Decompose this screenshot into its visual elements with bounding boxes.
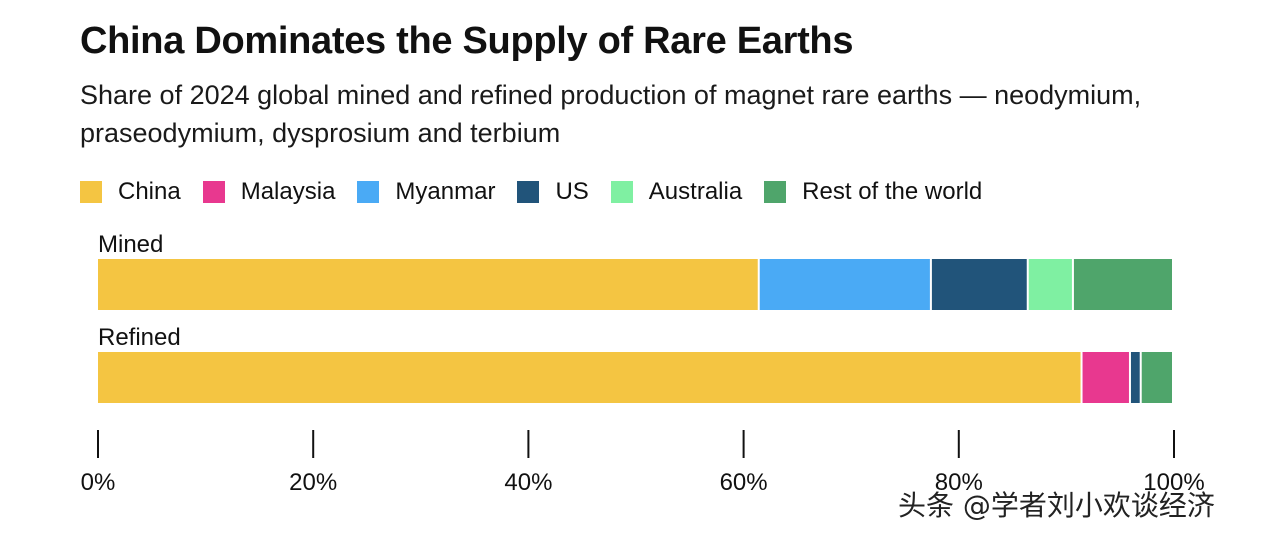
- chart-subtitle: Share of 2024 global mined and refined p…: [80, 80, 1142, 148]
- bar-segment-refined-malaysia: [1082, 352, 1129, 403]
- legend-label-rest-of-the-world: Rest of the world: [802, 178, 983, 205]
- legend-label-us: US: [555, 178, 589, 205]
- bar-segment-refined-rest-of-the-world: [1141, 352, 1172, 403]
- legend-swatch-us: [517, 181, 540, 203]
- chart-title: China Dominates the Supply of Rare Earth…: [80, 20, 854, 62]
- legend-item-us: US: [517, 178, 589, 206]
- legend-swatch-australia: [610, 181, 633, 203]
- x-tick-label-0: 0%: [81, 469, 116, 496]
- legend-item-myanmar: Myanmar: [357, 178, 495, 206]
- bar-segment-mined-rest-of-the-world: [1073, 259, 1172, 310]
- bar-segment-mined-china: [98, 259, 758, 310]
- x-tick-label-2: 40%: [504, 469, 552, 496]
- legend-item-china: China: [80, 178, 181, 206]
- x-tick-label-1: 20%: [289, 469, 337, 496]
- x-tick-label-3: 60%: [720, 469, 768, 496]
- legend-item-rest-of-the-world: Rest of the world: [764, 178, 982, 206]
- category-label-mined: Mined: [98, 231, 163, 258]
- x-tick-label-5: 100%: [1143, 469, 1204, 496]
- legend-label-china: China: [118, 178, 181, 205]
- legend-swatch-myanmar: [357, 181, 380, 203]
- legend: China Malaysia Myanmar US Australia Rest of t…: [80, 178, 1004, 206]
- bar-segment-mined-myanmar: [759, 259, 930, 310]
- legend-swatch-malaysia: [202, 181, 225, 203]
- legend-label-myanmar: Myanmar: [395, 178, 496, 205]
- x-tick-label-4: 80%: [935, 469, 983, 496]
- legend-swatch-china: [80, 181, 102, 203]
- bar-segment-refined-china: [98, 352, 1081, 403]
- legend-item-australia: Australia: [610, 178, 743, 206]
- bar-segment-mined-us: [931, 259, 1027, 310]
- watermark-text: 头条 @学者刘小欢谈经济: [898, 489, 1215, 522]
- category-label-refined: Refined: [98, 324, 181, 351]
- bar-segment-refined-us: [1130, 352, 1140, 403]
- bar-segment-mined-australia: [1028, 259, 1072, 310]
- legend-label-australia: Australia: [648, 178, 743, 205]
- legend-label-malaysia: Malaysia: [240, 178, 336, 205]
- legend-item-malaysia: Malaysia: [202, 178, 336, 206]
- legend-swatch-rest-of-the-world: [764, 181, 787, 203]
